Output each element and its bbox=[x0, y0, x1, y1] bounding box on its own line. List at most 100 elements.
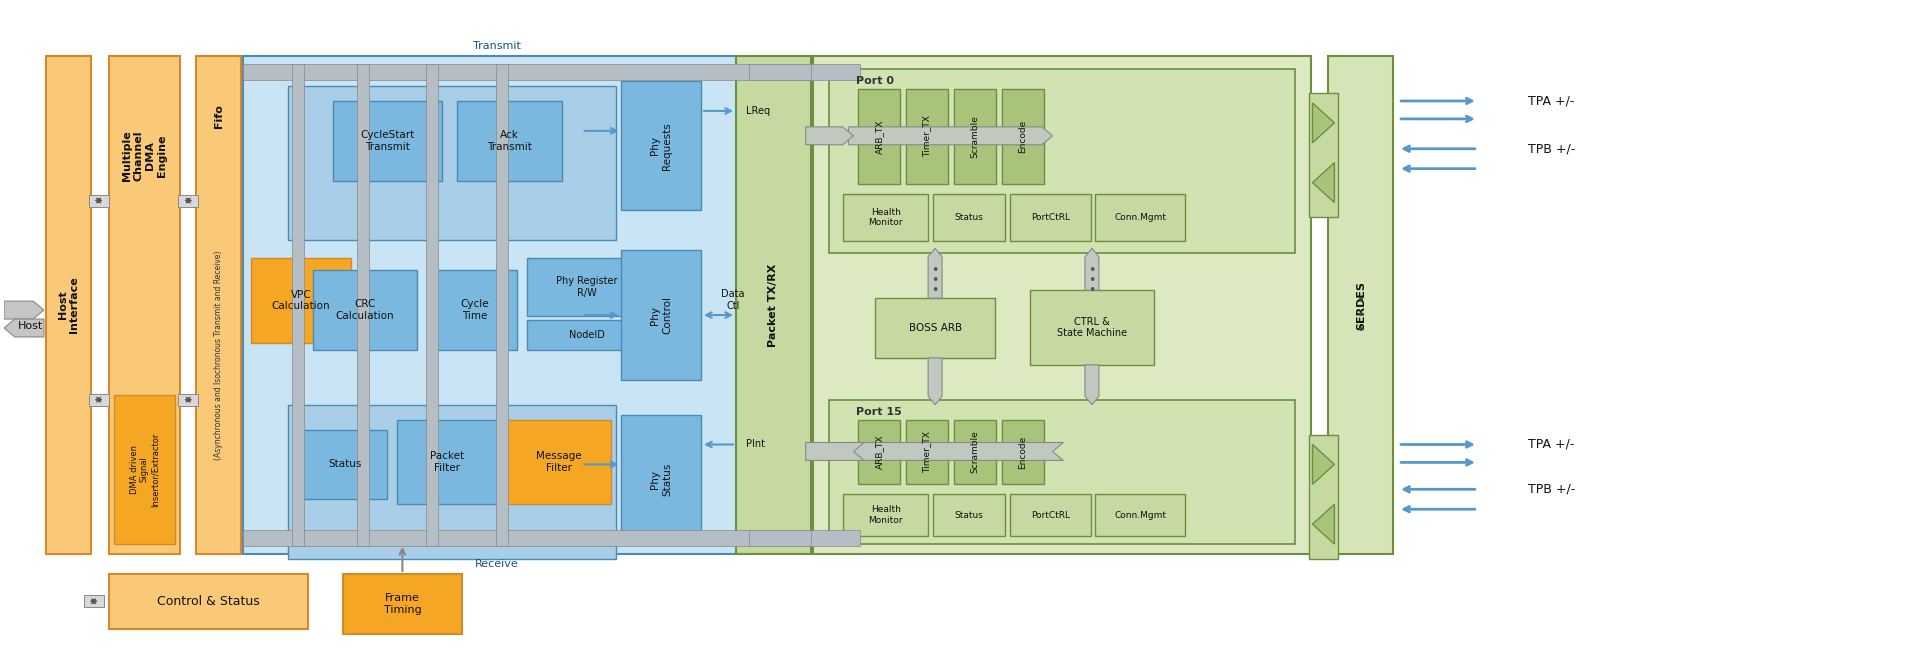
Text: Scramble: Scramble bbox=[970, 115, 979, 158]
Polygon shape bbox=[1085, 365, 1098, 405]
Text: •: • bbox=[931, 264, 939, 277]
Bar bbox=[1029, 290, 1154, 365]
Bar bbox=[858, 420, 900, 485]
Text: PortCtRL: PortCtRL bbox=[1031, 511, 1069, 520]
Text: Transmit: Transmit bbox=[472, 41, 520, 51]
Bar bbox=[829, 69, 1294, 253]
Bar bbox=[252, 258, 351, 343]
Bar bbox=[457, 101, 563, 181]
Text: TPA +/-: TPA +/- bbox=[1528, 438, 1574, 451]
Bar bbox=[622, 81, 701, 211]
Text: Cycle
Time: Cycle Time bbox=[461, 300, 490, 321]
Polygon shape bbox=[1313, 445, 1334, 485]
Polygon shape bbox=[849, 443, 1064, 460]
Bar bbox=[1010, 494, 1091, 536]
Bar bbox=[858, 89, 900, 184]
Text: Health
Monitor: Health Monitor bbox=[868, 208, 902, 227]
Bar bbox=[507, 420, 611, 504]
Bar bbox=[954, 420, 996, 485]
Polygon shape bbox=[806, 443, 864, 460]
Bar bbox=[749, 530, 810, 546]
Text: Port 0: Port 0 bbox=[856, 76, 895, 86]
Bar bbox=[288, 405, 616, 559]
Text: Data
Ctl: Data Ctl bbox=[722, 289, 745, 311]
Text: Timer_TX: Timer_TX bbox=[924, 115, 931, 157]
Bar bbox=[829, 400, 1294, 544]
Text: CTRL &
State Machine: CTRL & State Machine bbox=[1056, 317, 1127, 338]
Bar bbox=[342, 574, 463, 634]
Bar bbox=[88, 394, 109, 405]
Text: PortCtRL: PortCtRL bbox=[1031, 213, 1069, 222]
Bar bbox=[244, 64, 860, 80]
Polygon shape bbox=[927, 358, 943, 405]
Bar bbox=[933, 194, 1004, 241]
Polygon shape bbox=[927, 249, 943, 298]
Text: Phy
Status: Phy Status bbox=[651, 462, 672, 496]
Text: ARB_TX: ARB_TX bbox=[876, 435, 883, 469]
Polygon shape bbox=[849, 127, 1052, 145]
Bar bbox=[397, 420, 497, 504]
Bar bbox=[357, 64, 369, 546]
Bar bbox=[749, 64, 810, 80]
Text: •: • bbox=[931, 274, 939, 286]
Bar bbox=[113, 395, 175, 544]
Text: Conn.Mgmt: Conn.Mgmt bbox=[1114, 213, 1165, 222]
Polygon shape bbox=[1085, 249, 1098, 290]
Polygon shape bbox=[1313, 163, 1334, 203]
Text: Conn.Mgmt: Conn.Mgmt bbox=[1114, 511, 1165, 520]
Bar bbox=[495, 64, 509, 546]
Text: Host: Host bbox=[19, 321, 44, 331]
Bar bbox=[313, 270, 417, 350]
Bar bbox=[109, 574, 307, 628]
Text: Message
Filter: Message Filter bbox=[536, 451, 582, 473]
Text: Packet TX/RX: Packet TX/RX bbox=[768, 264, 778, 347]
Bar bbox=[332, 101, 442, 181]
Text: Encode: Encode bbox=[1018, 436, 1027, 469]
Text: Host
Interface: Host Interface bbox=[58, 277, 79, 334]
Text: PInt: PInt bbox=[745, 439, 764, 449]
Bar bbox=[1309, 434, 1338, 559]
Text: Receive: Receive bbox=[474, 559, 518, 569]
Bar bbox=[876, 298, 995, 358]
Text: Scramble: Scramble bbox=[970, 430, 979, 473]
Bar bbox=[244, 56, 751, 554]
Text: CRC
Calculation: CRC Calculation bbox=[336, 300, 394, 321]
Text: Fifo: Fifo bbox=[213, 104, 223, 128]
Text: TPB +/-: TPB +/- bbox=[1528, 143, 1574, 155]
Bar bbox=[179, 194, 198, 207]
Text: Packet
Filter: Packet Filter bbox=[430, 451, 465, 473]
Polygon shape bbox=[806, 127, 854, 145]
Text: DMA driven
Signal
Insertor/Extractor: DMA driven Signal Insertor/Extractor bbox=[129, 432, 159, 507]
Bar bbox=[244, 530, 860, 546]
Polygon shape bbox=[1313, 504, 1334, 544]
Text: TPB +/-: TPB +/- bbox=[1528, 483, 1574, 496]
Text: Ack
Transmit: Ack Transmit bbox=[488, 130, 532, 152]
Bar bbox=[906, 420, 948, 485]
Bar bbox=[812, 56, 1311, 554]
Bar bbox=[1096, 494, 1185, 536]
Bar bbox=[288, 86, 616, 241]
Text: VPC
Calculation: VPC Calculation bbox=[271, 290, 330, 311]
Bar bbox=[526, 258, 647, 316]
Polygon shape bbox=[1313, 103, 1334, 143]
Polygon shape bbox=[4, 301, 44, 319]
Text: Control & Status: Control & Status bbox=[157, 595, 259, 608]
Bar bbox=[179, 394, 198, 405]
Bar bbox=[432, 270, 516, 350]
Text: Multiple
Channel
DMA
Engine: Multiple Channel DMA Engine bbox=[123, 130, 167, 181]
Text: BOSS ARB: BOSS ARB bbox=[908, 323, 962, 333]
Bar bbox=[1010, 194, 1091, 241]
Text: SERDES: SERDES bbox=[1356, 281, 1365, 330]
Text: TPA +/-: TPA +/- bbox=[1528, 94, 1574, 107]
Bar bbox=[84, 595, 104, 608]
Bar bbox=[426, 64, 438, 546]
Text: Status: Status bbox=[954, 511, 983, 520]
Bar bbox=[954, 89, 996, 184]
Text: LReq: LReq bbox=[745, 106, 770, 116]
Text: •: • bbox=[1357, 323, 1365, 337]
Text: Phy Register
R/W: Phy Register R/W bbox=[557, 277, 618, 298]
Bar bbox=[292, 64, 303, 546]
Text: NodeID: NodeID bbox=[568, 330, 605, 340]
Text: •: • bbox=[1089, 284, 1096, 297]
Bar bbox=[46, 56, 90, 554]
